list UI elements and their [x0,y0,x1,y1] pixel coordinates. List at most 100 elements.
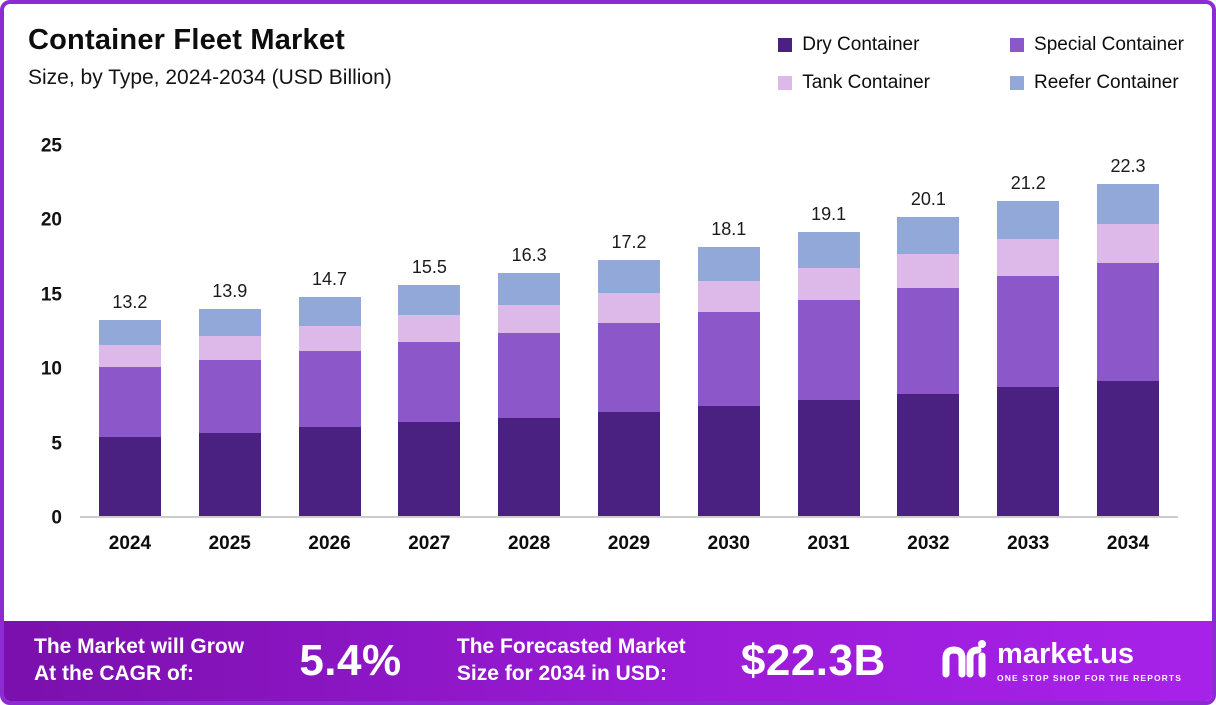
bar-total-label: 18.1 [711,218,747,239]
bar-segment-tank-container [398,315,461,342]
bar-total-label: 13.2 [112,291,148,312]
legend-label: Reefer Container [1034,72,1179,93]
footer-banner: The Market will Grow At the CAGR of: 5.4… [4,621,1212,701]
bar-segment-reefer-container [997,200,1060,240]
x-axis-label: 2031 [807,533,850,554]
bar-segment-special-container [98,367,161,438]
bar-segment-reefer-container [697,246,760,281]
x-axis: 2024 2025 2026 2027 2028 2029 2030 2031 2032 2033… [80,533,1178,555]
bar-group-2030: 18.1 [697,146,760,516]
bar-group-2029: 17.2 [597,146,660,516]
x-axis-label: 2025 [208,533,251,554]
y-axis: 0 5 10 15 20 25 [30,137,80,528]
bar-total-label: 13.9 [212,281,248,302]
bar-group-2026: 14.7 [298,146,361,516]
bar-group-2031: 19.1 [797,146,860,516]
market-us-logo-icon [941,638,987,685]
brand-text: market.us ONE STOP SHOP FOR THE REPORTS [997,637,1182,683]
bar-segment-dry-container [1097,380,1160,516]
bar-total-label: 16.3 [511,245,547,266]
legend-swatch [778,38,793,52]
forecast-label-line2: Size for 2034 in USD: [456,662,667,685]
bar-segment-reefer-container [1097,184,1160,225]
bar-segment-dry-container [597,411,660,516]
bar-group-2027: 15.5 [398,146,461,516]
bar-total-label: 17.2 [611,232,647,253]
legend-swatch [1010,38,1025,52]
bar-total-label: 20.1 [910,188,946,209]
bar-segment-special-container [797,300,860,400]
chart-area: 0 5 10 15 20 25 13.2 13.9 14.7 15.5 16.3 17.2 18.1 1… [30,137,1178,555]
plot-area: 13.2 13.9 14.7 15.5 16.3 17.2 18.1 19.1 20.1 21.2… [80,146,1178,518]
header: Container Fleet Market Size, by Type, 20… [4,4,1212,94]
bar-stack [498,273,561,516]
bar-stack [897,216,960,516]
bar-segment-tank-container [498,304,561,333]
bar-segment-special-container [697,312,760,406]
brand-block: market.us ONE STOP SHOP FOR THE REPORTS [941,638,1182,685]
x-axis-label: 2033 [1007,533,1050,554]
bar-segment-reefer-container [597,260,660,293]
y-tick-label: 10 [40,358,62,380]
bar-segment-tank-container [1097,224,1160,264]
cagr-label-line1: The Market will Grow [34,635,245,659]
bar-total-label: 15.5 [411,257,447,278]
plot-wrap: 13.2 13.9 14.7 15.5 16.3 17.2 18.1 19.1 20.1 21.2… [80,146,1178,555]
legend: Dry Container Special Container Tank Conta… [778,24,1188,94]
bar-total-label: 14.7 [312,269,348,290]
bar-stack [797,231,860,516]
bar-group-2028: 16.3 [498,146,561,516]
bar-segment-dry-container [98,437,161,516]
legend-label: Tank Container [802,72,931,93]
bar-segment-tank-container [597,292,660,323]
brand-tagline: ONE STOP SHOP FOR THE REPORTS [997,672,1182,683]
brand-name: market.us [997,637,1135,670]
bar-segment-dry-container [997,386,1060,516]
bar-segment-special-container [597,322,660,412]
bar-stack [98,319,161,516]
legend-item-tank-container: Tank Container [778,72,930,94]
forecast-label: The Forecasted Market Size for 2034 in U… [457,634,686,688]
bar-segment-reefer-container [98,319,161,345]
bar-stack [198,309,261,516]
x-axis-label: 2027 [408,533,451,554]
bar-segment-tank-container [98,344,161,368]
y-tick-label: 20 [40,209,62,231]
bar-stack [398,285,461,516]
bar-segment-special-container [298,350,361,427]
bar-segment-reefer-container [198,309,261,336]
bar-segment-dry-container [897,393,960,516]
bar-segment-reefer-container [398,285,461,316]
forecast-label-line1: The Forecasted Market [456,635,686,659]
bar-segment-reefer-container [298,297,361,326]
legend-item-reefer-container: Reefer Container [1010,72,1184,94]
bar-segment-reefer-container [797,231,860,268]
bar-segment-dry-container [797,399,860,516]
bar-group-2033: 21.2 [997,146,1060,516]
bar-total-label: 19.1 [811,203,847,224]
bar-segment-tank-container [697,280,760,313]
bar-stack [997,200,1060,516]
legend-swatch [1010,76,1025,90]
bar-total-label: 21.2 [1010,172,1046,193]
bar-stack [697,246,760,516]
y-tick-label: 0 [51,507,62,529]
bar-segment-special-container [198,359,261,433]
bar-segment-reefer-container [897,216,960,255]
cagr-value: 5.4% [299,636,402,685]
bar-segment-special-container [997,276,1060,387]
bar-segment-special-container [398,341,461,423]
bar-group-2025: 13.9 [198,146,261,516]
x-axis-label: 2029 [607,533,651,554]
bar-group-2032: 20.1 [897,146,960,516]
bar-stack [298,297,361,516]
cagr-label-line2: At the CAGR of: [34,662,194,685]
y-tick-label: 5 [51,433,62,455]
legend-label: Dry Container [802,34,920,55]
bar-stack [597,260,660,516]
legend-label: Special Container [1034,34,1184,55]
bar-segment-special-container [897,288,960,394]
page-subtitle: Size, by Type, 2024-2034 (USD Billion) [28,66,392,89]
y-tick-label: 25 [40,135,62,157]
